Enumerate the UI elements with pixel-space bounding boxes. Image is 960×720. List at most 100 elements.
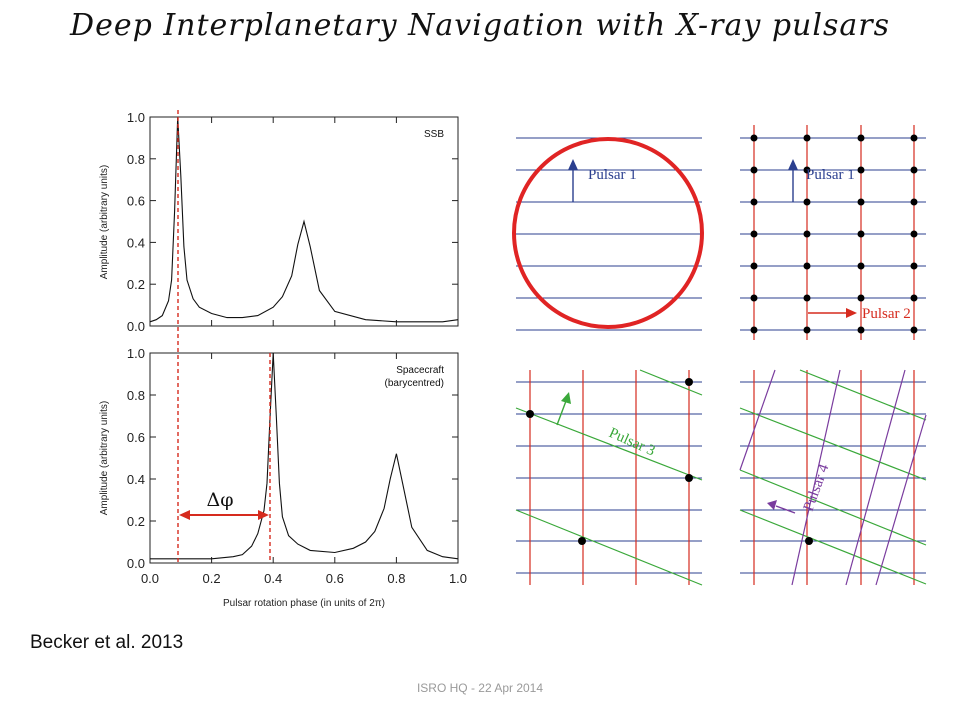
pulsar2-direction-arrow [808, 308, 857, 318]
grid-point [910, 326, 918, 334]
pulsar1-direction-arrow [568, 159, 578, 202]
grid-point [803, 134, 811, 142]
pulsar4-wavefront-lines [739, 369, 927, 586]
grid-point [910, 262, 918, 270]
y-tick-label: 0.0 [127, 556, 145, 571]
grid-point [803, 198, 811, 206]
wavefront-line [799, 369, 927, 421]
grid-point [750, 262, 758, 270]
pulsar4-direction-arrow [767, 500, 796, 514]
pulsar3-intersection-points [526, 378, 693, 545]
grid-point [857, 198, 865, 206]
spacecraft-panel-label: Spacecraft [396, 365, 444, 376]
spacecraft-plot-frame [149, 352, 459, 564]
delta-phi-arrow [179, 510, 269, 520]
pulsar1-lines-bottom-left [516, 381, 702, 574]
spacecraft-y-ticks: 0.0 0.2 0.4 0.6 0.8 1.0 [127, 346, 459, 571]
ssb-panel-label: SSB [424, 129, 444, 140]
pulsar3-direction-arrow [556, 392, 571, 426]
wavefront-line [515, 407, 703, 481]
spacecraft-plot: 0.0 0.2 0.4 0.6 0.8 1.0 0.0 0.2 0.4 0.6 0.8 1.0 Am… [99, 346, 467, 609]
y-tick-label: 0.4 [127, 235, 145, 250]
intersection-point [578, 537, 586, 545]
grid-intersection-points [750, 134, 918, 334]
y-tick-label: 0.8 [127, 152, 145, 167]
pulsar1-label: Pulsar 1 [588, 167, 637, 183]
diagram-top-right: Pulsar 1 Pulsar 2 [740, 125, 926, 340]
grid-point [803, 166, 811, 174]
wavefront-line [739, 509, 927, 585]
citation: Becker et al. 2013 [30, 632, 184, 653]
pulsar1-lines-bottom-right [740, 381, 926, 574]
grid-point [803, 294, 811, 302]
grid-point [803, 230, 811, 238]
intersection-point [805, 537, 813, 545]
y-tick-label: 1.0 [127, 110, 145, 125]
y-tick-label: 0.6 [127, 430, 145, 445]
intersection-point [685, 378, 693, 386]
x-tick-label: 0.6 [326, 571, 344, 586]
pulsar1-grid-label: Pulsar 1 [806, 167, 855, 183]
grid-point [750, 198, 758, 206]
wavefront-line [845, 369, 906, 586]
ssb-y-ticks: 0.0 0.2 0.4 0.6 0.8 1.0 [127, 110, 459, 334]
wavefront-line [515, 509, 703, 586]
grid-point [750, 134, 758, 142]
grid-point [910, 198, 918, 206]
ssb-plot: 0.0 0.2 0.4 0.6 0.8 1.0 Amplitude (arbitrary … [99, 110, 459, 334]
uncertainty-circle [512, 137, 704, 329]
ssb-y-axis-label: Amplitude (arbitrary units) [99, 165, 110, 279]
grid-point [857, 230, 865, 238]
y-tick-label: 0.8 [127, 388, 145, 403]
spacecraft-x-ticks: 0.0 0.2 0.4 0.6 0.8 1.0 [141, 571, 467, 586]
intersection-point [526, 410, 534, 418]
grid-point [857, 294, 865, 302]
grid-point [857, 262, 865, 270]
grid-point [803, 262, 811, 270]
grid-point [910, 166, 918, 174]
diagram-bottom-left: Pulsar 3 [515, 369, 703, 586]
grid-point [910, 294, 918, 302]
grid-point [750, 166, 758, 174]
spacecraft-profile-line [150, 352, 459, 560]
grid-point [857, 326, 865, 334]
pulsar2-lines-bottom-right [753, 370, 915, 585]
wavefront-line [639, 369, 703, 396]
y-tick-label: 0.0 [127, 319, 145, 334]
slide-title: Deep Interplanetary Navigation with X-ra… [70, 8, 890, 43]
y-tick-label: 0.2 [127, 277, 145, 292]
grid-point [803, 326, 811, 334]
y-tick-label: 0.2 [127, 514, 145, 529]
ssb-profile-line [149, 116, 459, 323]
pulsar3-label: Pulsar 3 [606, 425, 657, 459]
x-tick-label: 1.0 [449, 571, 467, 586]
grid-point [750, 326, 758, 334]
ssb-plot-frame [149, 116, 459, 327]
pulsar1-grid-lines [740, 137, 926, 331]
intersection-point [685, 474, 693, 482]
y-tick-label: 0.4 [127, 472, 145, 487]
diagram-top-left: Pulsar 1 [512, 137, 704, 331]
grid-point [857, 166, 865, 174]
pulsar3-wavefront-lines [515, 369, 703, 586]
grid-point [910, 134, 918, 142]
spacecraft-panel-sublabel: (barycentred) [385, 378, 444, 389]
grid-point [750, 230, 758, 238]
diagram-bottom-right: Pulsar 4 [739, 369, 927, 586]
y-tick-label: 1.0 [127, 346, 145, 361]
wavefront-line [739, 369, 776, 471]
wavefront-line [875, 414, 927, 586]
spacecraft-y-axis-label: Amplitude (arbitrary units) [99, 401, 110, 515]
delta-phi-label: Δφ [206, 489, 233, 511]
x-tick-label: 0.4 [264, 571, 282, 586]
pulsar1-grid-arrow [788, 159, 798, 202]
x-tick-label: 0.8 [387, 571, 405, 586]
pulsar3-lines-bottom-right [739, 369, 927, 585]
footer: ISRO HQ - 22 Apr 2014 [416, 681, 544, 695]
wavefront-line [791, 369, 841, 586]
grid-point [857, 134, 865, 142]
x-tick-label: 0.2 [203, 571, 221, 586]
grid-point [910, 230, 918, 238]
wavefront-line [739, 407, 927, 481]
